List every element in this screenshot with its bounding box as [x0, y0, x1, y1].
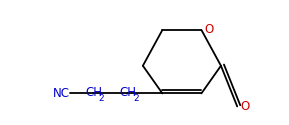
Text: O: O: [204, 24, 213, 36]
Text: NC: NC: [53, 87, 70, 100]
Text: O: O: [240, 100, 250, 113]
Text: CH: CH: [86, 86, 103, 99]
Text: CH: CH: [120, 86, 137, 99]
Text: 2: 2: [133, 94, 138, 103]
Text: 2: 2: [99, 94, 104, 103]
